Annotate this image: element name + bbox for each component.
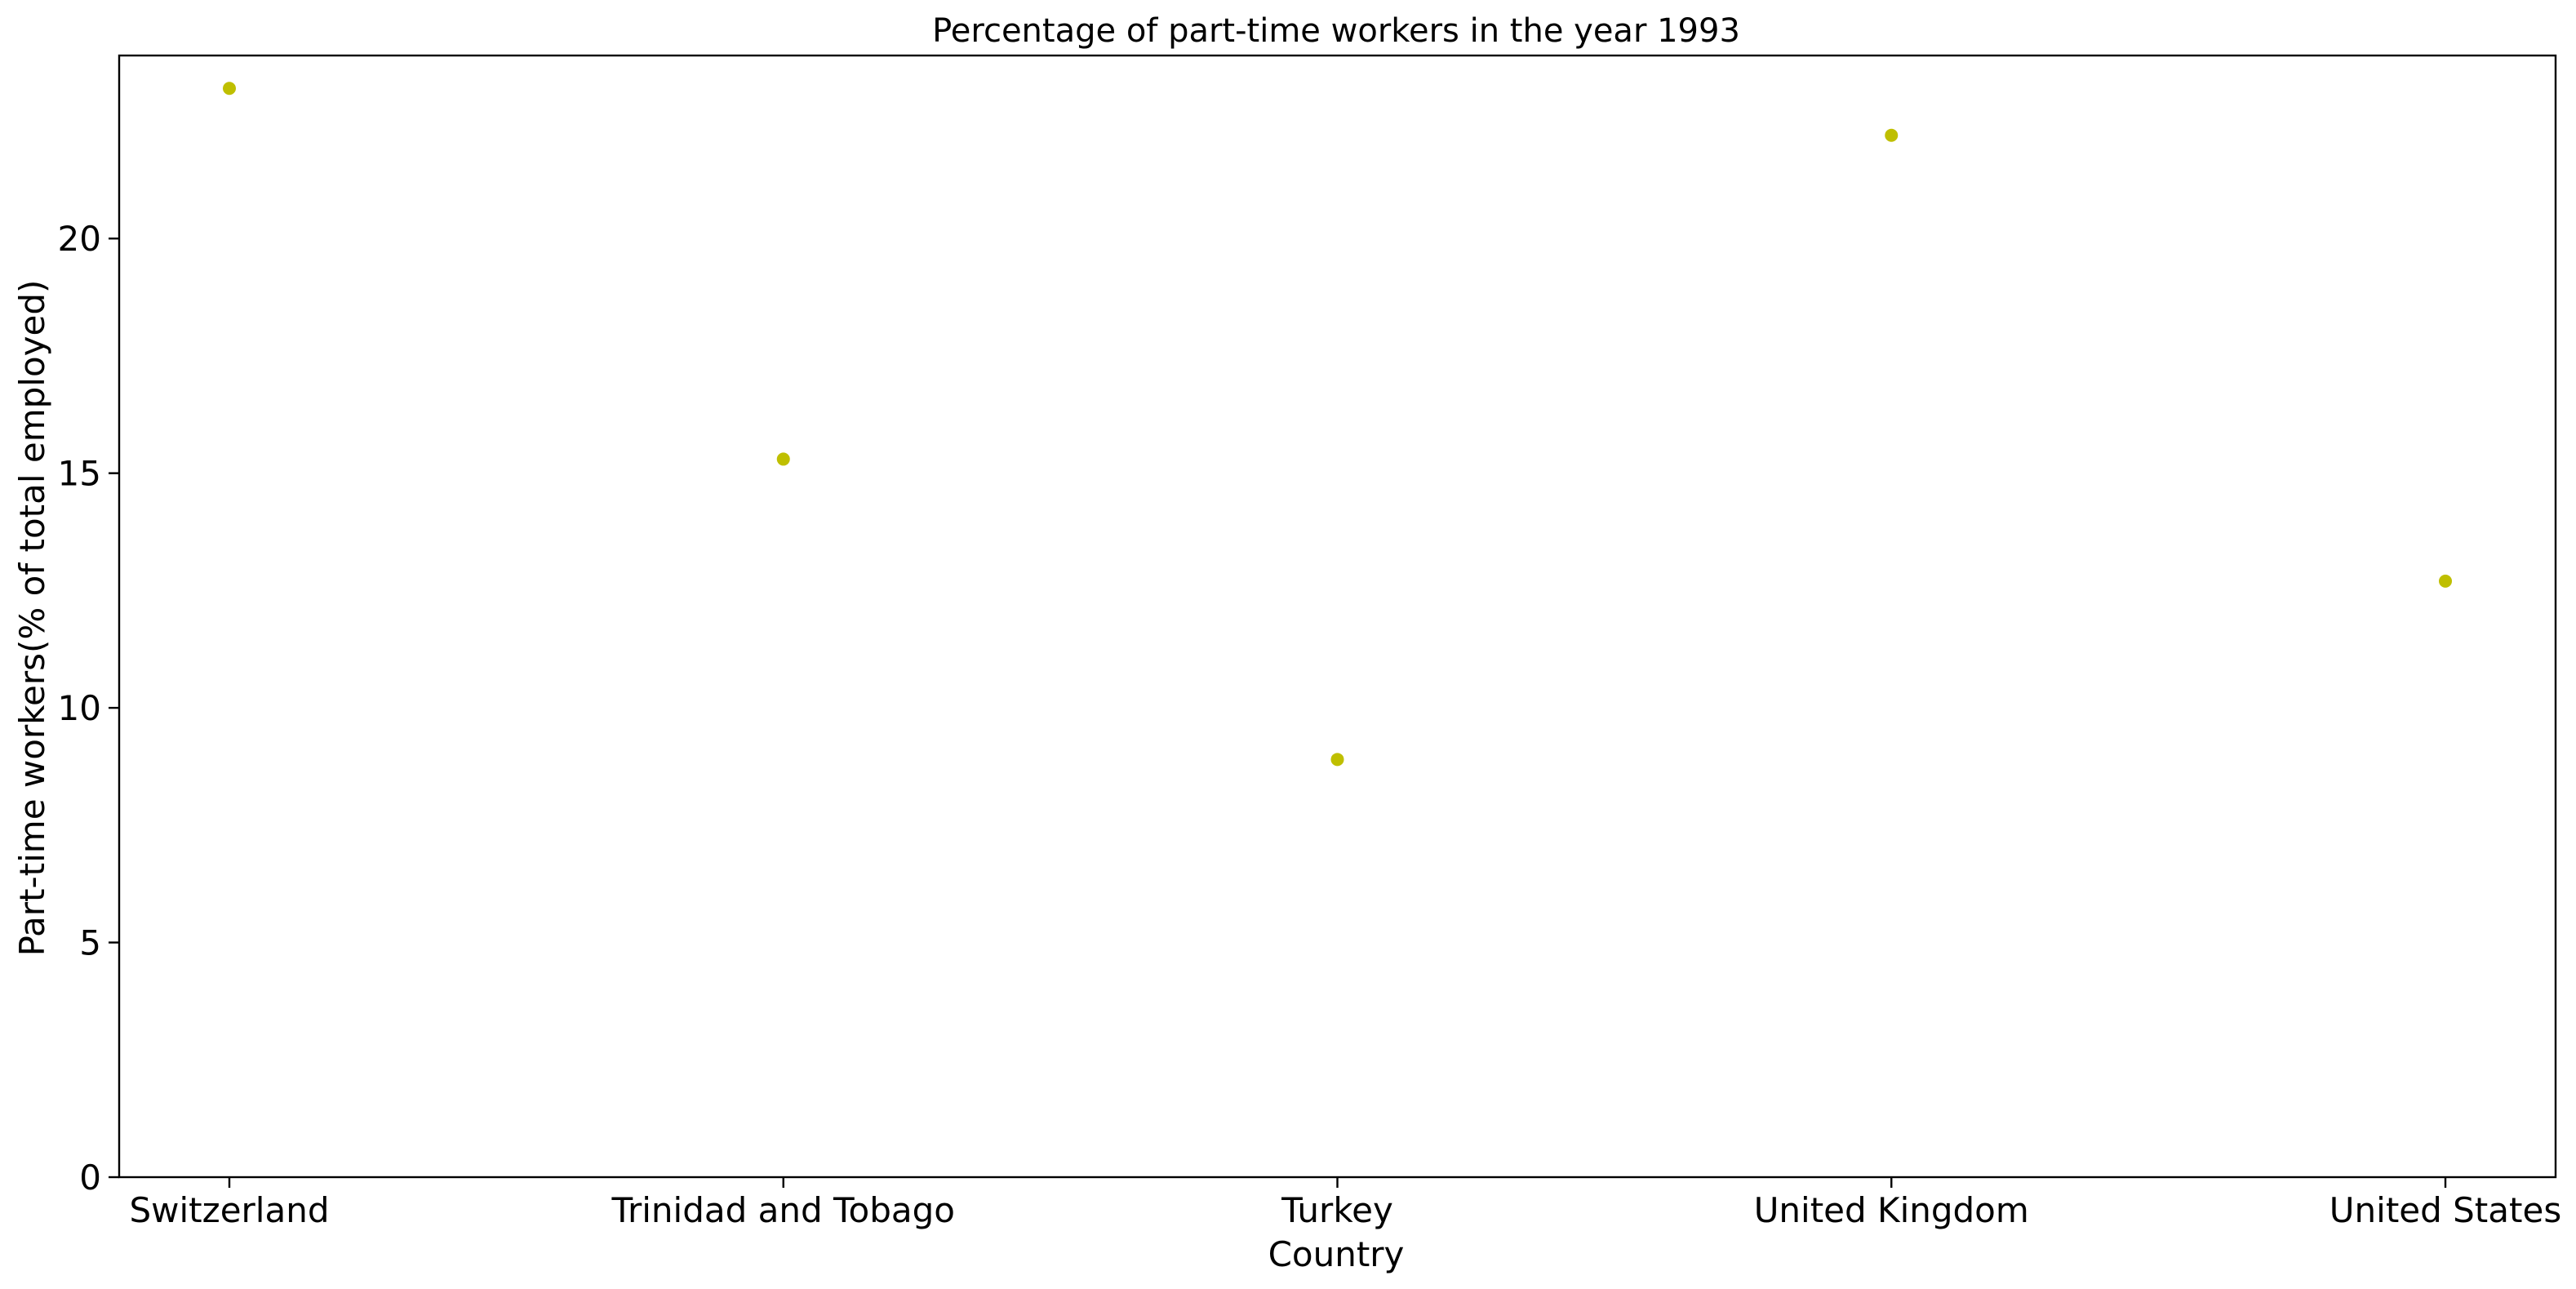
data-point: [2439, 574, 2452, 588]
x-tick-label: Turkey: [1281, 1190, 1393, 1230]
y-axis-ticks: 0 5 10 15 20: [58, 219, 119, 1198]
chart-title: Percentage of part-time workers in the y…: [932, 12, 1740, 50]
x-axis-label: Country: [1268, 1234, 1405, 1274]
y-tick-label: 15: [58, 454, 101, 494]
data-point: [223, 82, 236, 96]
y-axis-label: Part-time workers(% of total employed): [12, 280, 52, 957]
x-axis-ticks: Switzerland Trinidad and Tobago Turkey Unit…: [130, 1177, 2561, 1230]
plot-area-frame: [118, 54, 2557, 1179]
y-tick-label: 20: [58, 219, 101, 259]
x-tick-label: United Kingdom: [1754, 1190, 2029, 1230]
x-tick-label: United States: [2330, 1190, 2561, 1230]
data-point: [776, 452, 790, 466]
y-tick-label: 0: [79, 1158, 101, 1198]
x-tick-label: Switzerland: [130, 1190, 330, 1230]
y-tick-label: 5: [79, 923, 101, 963]
data-point: [1885, 128, 1899, 142]
y-tick-label: 10: [58, 688, 101, 728]
data-point: [1330, 753, 1344, 767]
scatter-points: [223, 82, 2452, 767]
x-tick-label: Trinidad and Tobago: [611, 1190, 955, 1230]
